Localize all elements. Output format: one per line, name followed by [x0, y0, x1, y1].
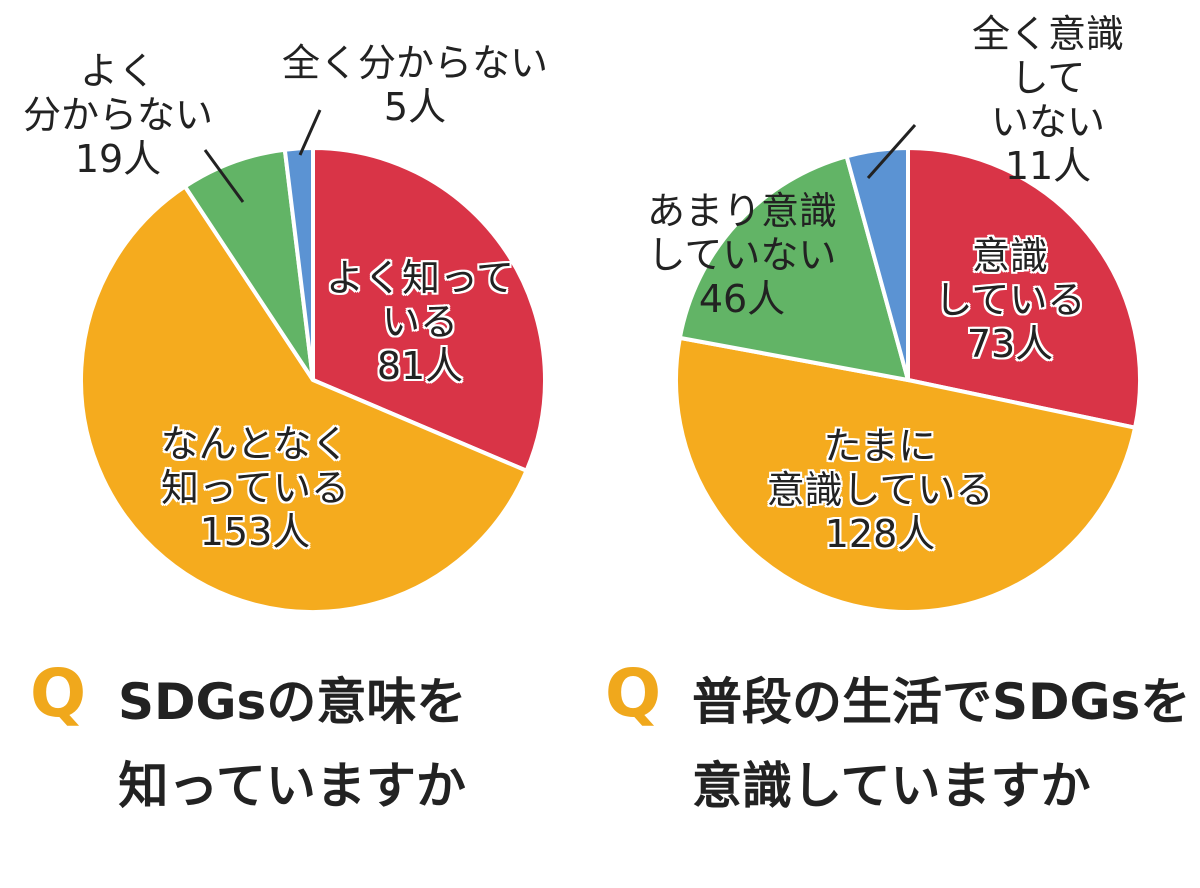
value-label: 46人 [698, 277, 786, 321]
category-label: よく 分からない [22, 49, 214, 137]
value-label: 19人 [74, 137, 162, 181]
slice-label: 意識 している 73人 [935, 234, 1086, 366]
value-label: 153人 [199, 510, 311, 554]
value-label: 73人 [966, 322, 1054, 366]
question-marker: Q [30, 655, 87, 732]
category-label: 意識 している [934, 234, 1086, 322]
category-label: 全く分からない [281, 41, 549, 85]
pie-slice [282, 145, 315, 381]
value-label: 5人 [383, 85, 447, 129]
pie-slice [677, 153, 911, 383]
slice-label: あまり意識 していない 46人 [647, 189, 837, 321]
category-label: よく知って いる [325, 256, 515, 344]
category-label: あまり意識 していない [646, 189, 838, 277]
slice-label: よく 分からない 19人 [23, 49, 213, 181]
slice-label: なんとなく 知っている 153人 [161, 422, 350, 554]
value-label: 11人 [1004, 144, 1092, 188]
leader-line [203, 149, 245, 203]
value-label: 128人 [824, 512, 936, 556]
slice-label: よく知って いる 81人 [326, 256, 514, 388]
chart-title: 普段の生活でSDGsを 意識していますか [692, 673, 1191, 815]
pie-slice [906, 145, 1142, 431]
question-marker: Q [605, 655, 662, 732]
category-label: 全く意識して いない [972, 12, 1125, 144]
category-label: たまに 意識している [766, 424, 994, 512]
category-label: なんとなく 知っている [160, 422, 350, 510]
slice-label: たまに 意識している 128人 [767, 424, 994, 556]
leader-line [866, 124, 917, 179]
chart-title: SDGsの意味を 知っていますか [118, 673, 467, 815]
pie-slice [674, 335, 1138, 615]
pie-slice [79, 183, 530, 614]
pie-slice [844, 145, 910, 381]
pie-slice [311, 145, 547, 474]
slice-label: 全く意識して いない 11人 [972, 12, 1124, 188]
pie-slice [182, 147, 315, 382]
leader-line [298, 109, 322, 156]
value-label: 81人 [376, 344, 464, 388]
slice-label: 全く分からない 5人 [282, 41, 548, 129]
